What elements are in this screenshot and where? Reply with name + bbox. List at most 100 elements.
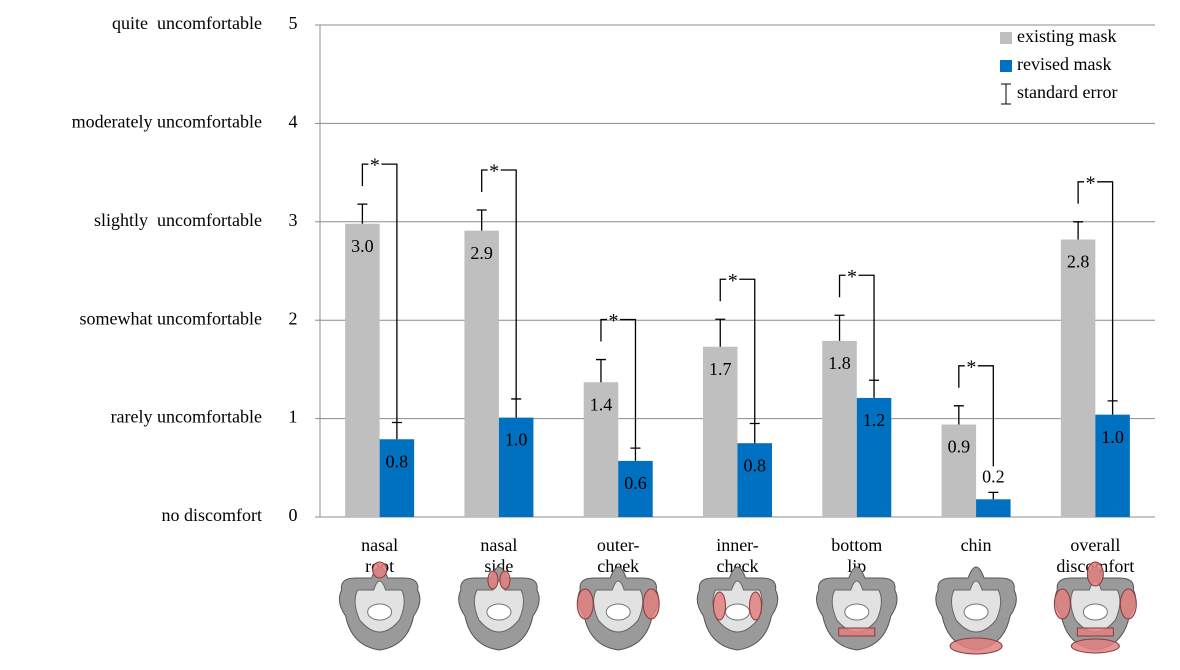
value-label: 2.8 xyxy=(1067,252,1090,272)
error-bar xyxy=(834,314,845,341)
bar xyxy=(618,460,653,517)
error-bar xyxy=(953,405,964,425)
y-tick-description: slightly uncomfortable xyxy=(94,210,262,230)
significance-bracket xyxy=(600,318,637,449)
x-tick-label: outer- xyxy=(597,535,640,555)
significance-mark: * xyxy=(966,356,976,378)
value-label: 1.0 xyxy=(505,430,528,450)
y-tick-description: rarely uncomfortable xyxy=(111,407,262,427)
mask-region xyxy=(749,591,762,621)
mask-hole xyxy=(1082,603,1108,621)
mask-region xyxy=(487,570,499,590)
legend-swatch xyxy=(1000,60,1012,72)
x-tick-label: check xyxy=(717,556,759,576)
error-bar xyxy=(476,209,487,231)
bar xyxy=(464,230,499,517)
mask-hole xyxy=(725,603,750,621)
value-label: 1.7 xyxy=(709,359,732,379)
value-label: 2.9 xyxy=(470,243,493,263)
significance-mark: * xyxy=(608,310,618,332)
mask-region xyxy=(1086,561,1104,587)
bar xyxy=(976,499,1011,517)
error-bar xyxy=(869,379,880,398)
bar xyxy=(1060,239,1096,517)
error-bar xyxy=(715,318,726,347)
mask-icon xyxy=(458,566,540,651)
significance-mark: * xyxy=(370,155,380,177)
mask-icon xyxy=(576,566,660,651)
mask-region xyxy=(372,561,388,579)
y-tick-label: 4 xyxy=(289,112,298,132)
legend-label: revised mask xyxy=(1017,54,1111,74)
x-tick-label: inner- xyxy=(716,535,759,555)
y-tick-label: 1 xyxy=(289,407,298,427)
bar xyxy=(941,424,977,517)
x-tick-label: chin xyxy=(961,535,992,555)
mask-hole xyxy=(963,603,989,621)
mask-hole xyxy=(844,603,870,621)
significance-bracket xyxy=(838,274,875,381)
value-label: 0.8 xyxy=(386,451,409,471)
value-label: 1.8 xyxy=(828,353,851,373)
bar xyxy=(345,223,380,517)
mask-region xyxy=(949,637,1003,655)
y-tick-label: 2 xyxy=(289,308,298,328)
error-bar xyxy=(1107,400,1118,415)
legend-error-symbol xyxy=(1001,83,1011,105)
y-tick-description: moderately uncomfortable xyxy=(72,112,262,132)
significance-mark: * xyxy=(847,266,857,288)
error-bar xyxy=(391,421,402,440)
significance-bracket xyxy=(1077,181,1114,401)
mask-icon xyxy=(1053,561,1137,654)
y-tick-label: 0 xyxy=(289,505,298,525)
mask-icon xyxy=(816,566,898,651)
significance-mark: * xyxy=(728,270,738,292)
error-bar xyxy=(749,422,760,444)
mask-region xyxy=(1076,627,1114,637)
value-label: 0.9 xyxy=(948,437,971,457)
value-label: 0.2 xyxy=(982,467,1005,487)
mask-region xyxy=(1119,588,1137,620)
mask-region xyxy=(838,627,876,637)
mask-hole xyxy=(605,603,631,621)
significance-bracket xyxy=(719,278,756,424)
y-tick-label: 3 xyxy=(289,210,298,230)
mask-icon xyxy=(935,566,1017,655)
mask-icon xyxy=(696,566,779,651)
significance-bracket xyxy=(361,163,398,423)
mask-hole xyxy=(367,603,393,621)
mask-region xyxy=(1053,588,1071,620)
error-bar xyxy=(511,398,522,418)
y-tick-description: somewhat uncomfortable xyxy=(80,308,262,328)
error-bar xyxy=(357,203,368,224)
error-bar xyxy=(988,491,999,500)
bar xyxy=(703,346,738,517)
significance-mark: * xyxy=(489,161,499,183)
bar xyxy=(1095,414,1130,517)
bar xyxy=(737,443,772,517)
x-tick-label: bottom xyxy=(831,535,882,555)
error-bar xyxy=(1073,221,1084,240)
bar xyxy=(379,439,415,517)
value-label: 0.6 xyxy=(624,473,647,493)
mask-region xyxy=(713,591,726,621)
error-bar xyxy=(595,358,606,383)
bar xyxy=(822,340,857,517)
bar xyxy=(498,417,534,517)
bar xyxy=(583,382,619,517)
y-tick-label: 5 xyxy=(289,13,298,33)
legend-swatch xyxy=(1000,32,1012,44)
significance-bracket xyxy=(958,365,994,467)
value-label: 1.4 xyxy=(590,394,613,414)
error-bar xyxy=(630,447,641,461)
legend-label: existing mask xyxy=(1017,26,1117,46)
mask-hole xyxy=(486,603,512,621)
value-label: 3.0 xyxy=(351,236,374,256)
y-tick-description: no discomfort xyxy=(162,505,263,525)
mask-region xyxy=(576,588,594,620)
mask-region xyxy=(499,570,511,590)
value-label: 1.2 xyxy=(863,410,886,430)
significance-bracket xyxy=(481,169,517,399)
mask-region xyxy=(1070,638,1120,654)
